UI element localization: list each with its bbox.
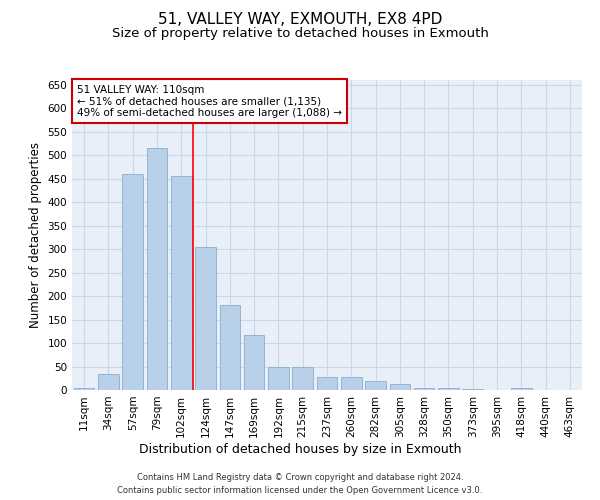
Text: 51 VALLEY WAY: 110sqm
← 51% of detached houses are smaller (1,135)
49% of semi-d: 51 VALLEY WAY: 110sqm ← 51% of detached … <box>77 84 342 118</box>
Bar <box>414 388 434 390</box>
Bar <box>438 388 459 390</box>
Bar <box>365 380 386 390</box>
Bar <box>74 388 94 390</box>
Text: 51, VALLEY WAY, EXMOUTH, EX8 4PD: 51, VALLEY WAY, EXMOUTH, EX8 4PD <box>158 12 442 28</box>
Bar <box>341 378 362 390</box>
Bar <box>195 246 216 390</box>
Text: Distribution of detached houses by size in Exmouth: Distribution of detached houses by size … <box>139 442 461 456</box>
Bar <box>98 374 119 390</box>
Bar <box>389 384 410 390</box>
Bar <box>244 335 265 390</box>
Bar <box>268 366 289 390</box>
Text: Size of property relative to detached houses in Exmouth: Size of property relative to detached ho… <box>112 28 488 40</box>
Bar <box>122 174 143 390</box>
Y-axis label: Number of detached properties: Number of detached properties <box>29 142 42 328</box>
Bar <box>220 306 240 390</box>
Bar <box>146 148 167 390</box>
Bar <box>171 176 191 390</box>
Text: Contains public sector information licensed under the Open Government Licence v3: Contains public sector information licen… <box>118 486 482 495</box>
Bar <box>463 389 483 390</box>
Bar <box>292 367 313 390</box>
Bar <box>511 388 532 390</box>
Text: Contains HM Land Registry data © Crown copyright and database right 2024.: Contains HM Land Registry data © Crown c… <box>137 472 463 482</box>
Bar <box>317 378 337 390</box>
